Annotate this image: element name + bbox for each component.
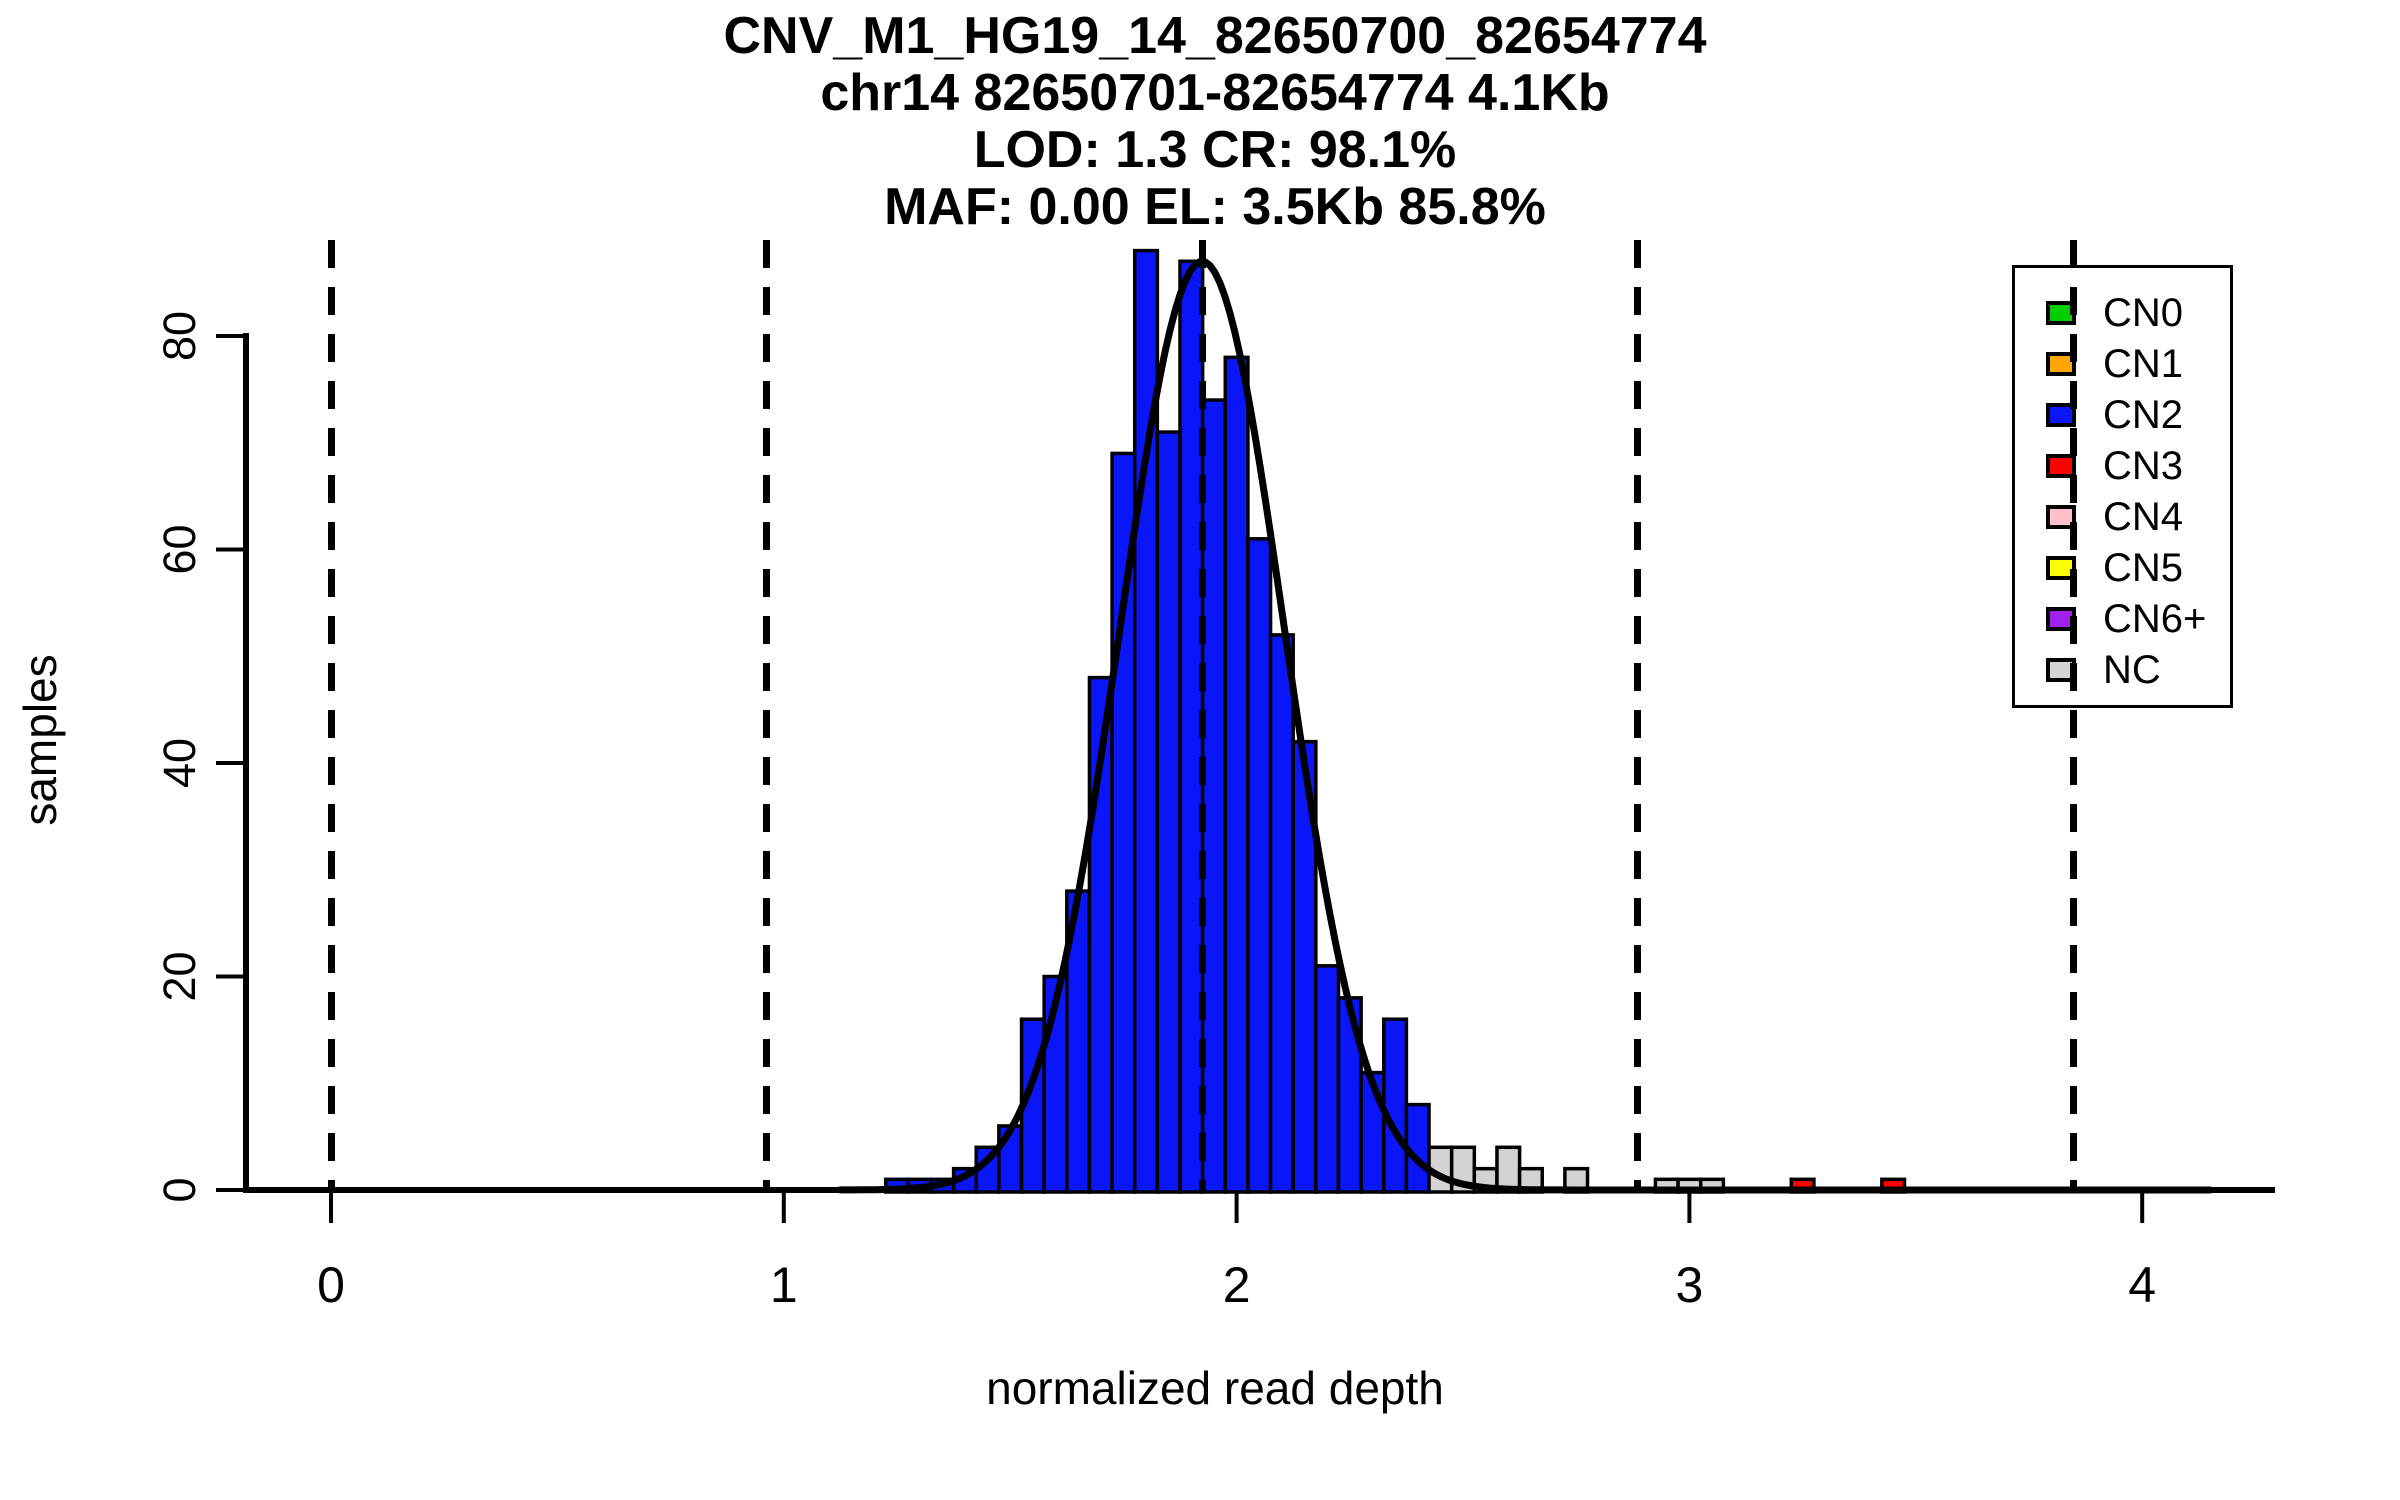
- x-axis-tick-label: 3: [1675, 1257, 1703, 1313]
- title-line-4: MAF: 0.00 EL: 3.5Kb 85.8%: [884, 178, 1546, 236]
- y-axis-tick-label: 0: [154, 1177, 205, 1202]
- legend-label: CN1: [2103, 341, 2184, 386]
- dashed-guide-line: [327, 240, 335, 1190]
- histogram-bar-cn2: [1223, 355, 1250, 1194]
- legend-item-cn2: CN2: [2015, 389, 2230, 440]
- x-axis-label: normalized read depth: [986, 1362, 1444, 1414]
- histogram-bar-cn2: [1155, 430, 1182, 1194]
- legend-label: CN6+: [2103, 596, 2207, 641]
- dashed-guide-line: [763, 240, 771, 1190]
- legend-item-nc: NC: [2015, 644, 2230, 695]
- legend-item-cn4: CN4: [2015, 491, 2230, 542]
- dashed-guide-line: [2069, 240, 2077, 1190]
- plot-title: CNV_M1_HG19_14_82650700_82654774 chr14 82…: [30, 8, 2400, 236]
- histogram-bar-cn2: [1268, 633, 1295, 1194]
- legend: CN0 CN1 CN2 CN3 CN4 CN5 CN6+ NC: [2012, 265, 2233, 708]
- dashed-guide-line: [1634, 240, 1642, 1190]
- x-axis-tick-label: 0: [317, 1257, 345, 1313]
- y-axis-tick-label: 40: [154, 738, 205, 788]
- y-axis-tick-label: 80: [154, 311, 205, 361]
- x-axis-tick-label: 2: [1223, 1257, 1251, 1313]
- legend-item-cn1: CN1: [2015, 338, 2230, 389]
- legend-label: CN3: [2103, 443, 2184, 488]
- histogram-bar-cn2: [1314, 964, 1341, 1194]
- histogram-bar-cn2: [1382, 1017, 1409, 1194]
- legend-label: NC: [2103, 647, 2161, 692]
- y-axis-tick-label: 20: [154, 951, 205, 1001]
- y-axis-tick-label: 60: [154, 524, 205, 574]
- legend-label: CN0: [2103, 290, 2184, 335]
- histogram-bar-cn2: [1246, 537, 1273, 1194]
- legend-label: CN2: [2103, 392, 2184, 437]
- legend-item-cn6plus: CN6+: [2015, 593, 2230, 644]
- x-axis-tick-label: 1: [770, 1257, 798, 1313]
- histogram-bar-cn2: [1200, 398, 1228, 1194]
- legend-item-cn5: CN5: [2015, 542, 2230, 593]
- dashed-guide-line: [1198, 240, 1206, 1190]
- legend-item-cn3: CN3: [2015, 440, 2230, 491]
- legend-label: CN5: [2103, 545, 2184, 590]
- legend-item-cn0: CN0: [2015, 287, 2230, 338]
- title-line-3: LOD: 1.3 CR: 98.1%: [973, 121, 1457, 179]
- legend-label: CN4: [2103, 494, 2184, 539]
- x-axis-tick-label: 4: [2128, 1257, 2156, 1313]
- title-line-1: CNV_M1_HG19_14_82650700_82654774: [723, 7, 1707, 65]
- title-line-2: chr14 82650701-82654774 4.1Kb: [820, 64, 1610, 122]
- gaussian-fit-curve: [836, 258, 2214, 1194]
